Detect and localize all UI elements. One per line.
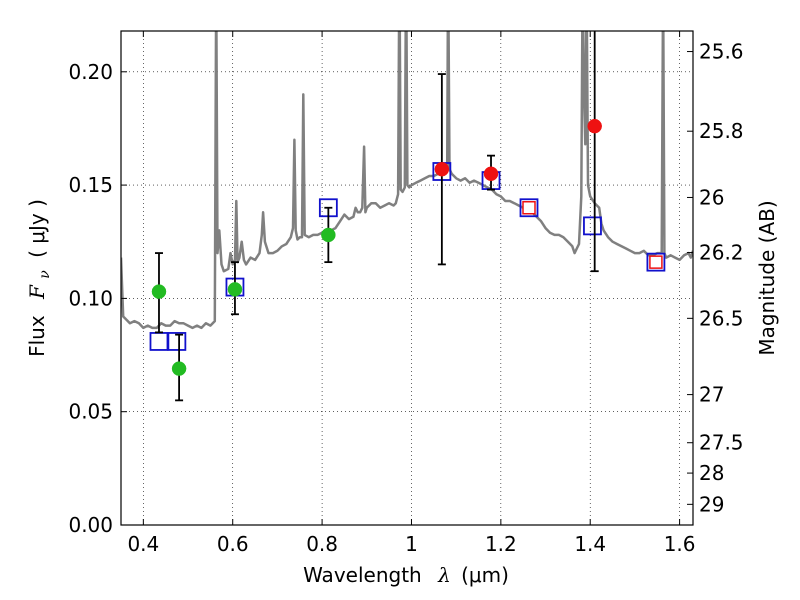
- upper-limit-marker: [522, 201, 536, 215]
- y-tick-label: 0.15: [68, 173, 113, 197]
- model-flux-box: [149, 332, 169, 351]
- red-data-point: [587, 118, 602, 134]
- model-flux-box: [646, 252, 666, 272]
- y-axis-label-symbol: F: [25, 284, 49, 300]
- y-tick-label: 0.00: [68, 513, 113, 537]
- y-axis-label-unit: ( μJy ): [25, 199, 49, 258]
- y-axis-label: Flux F ν ( μJy ): [25, 199, 54, 357]
- x-axis-label-text: Wavelength: [303, 563, 422, 587]
- x-tick-label: 1: [405, 532, 418, 556]
- sed-series: [121, 31, 693, 330]
- model-flux-box: [167, 332, 187, 351]
- magnitude-axis-label: Magnitude (AB): [755, 200, 779, 355]
- x-tick-label: 0.6: [217, 532, 249, 556]
- magnitude-tick-label: 26.2: [699, 241, 744, 265]
- green-data-point: [321, 227, 336, 243]
- green-data-point: [171, 361, 187, 376]
- y-tick-label: 0.05: [68, 400, 113, 424]
- red-data-point: [483, 166, 499, 182]
- x-axis-label-unit: (μm): [461, 563, 509, 587]
- y-axis-label-text: Flux: [25, 315, 49, 357]
- x-tick-label: 0.4: [127, 532, 159, 556]
- y-axis-label-subscript: ν: [37, 270, 53, 279]
- magnitude-tick-label: 28: [699, 461, 724, 485]
- axes: 0.4 0.6 0.8 1 1.2 1.4 1.6 0.00 0.05 0.10 0.15 0.20 2…: [68, 31, 744, 556]
- magnitude-tick-label: 25.6: [699, 40, 744, 64]
- y-tick-label: 0.20: [68, 60, 113, 84]
- magnitude-tick-label: 25.8: [699, 119, 744, 143]
- x-tick-label: 1.4: [574, 532, 606, 556]
- x-tick-label: 0.8: [306, 532, 338, 556]
- y-tick-label: 0.10: [68, 286, 113, 310]
- green-data-point: [151, 284, 167, 299]
- magnitude-tick-label: 29: [699, 492, 724, 516]
- x-axis-label-symbol: λ: [437, 563, 451, 587]
- x-tick-label: 1.2: [485, 532, 517, 556]
- model-flux-box: [583, 216, 602, 236]
- model-flux-box: [519, 198, 539, 218]
- plot-frame: [120, 30, 694, 526]
- upper-limit-marker: [649, 255, 663, 269]
- magnitude-tick-label: 26: [699, 185, 724, 209]
- magnitude-tick-label: 27: [699, 383, 724, 407]
- red-data-point: [434, 161, 450, 177]
- x-axis-label: Wavelength λ (μm): [303, 563, 509, 587]
- magnitude-tick-label: 27.5: [699, 431, 744, 455]
- x-tick-label: 1.6: [664, 532, 696, 556]
- magnitude-tick-label: 26.5: [699, 306, 744, 330]
- marker-series: [149, 31, 666, 402]
- green-data-point: [227, 282, 243, 297]
- sed-line: [121, 31, 693, 330]
